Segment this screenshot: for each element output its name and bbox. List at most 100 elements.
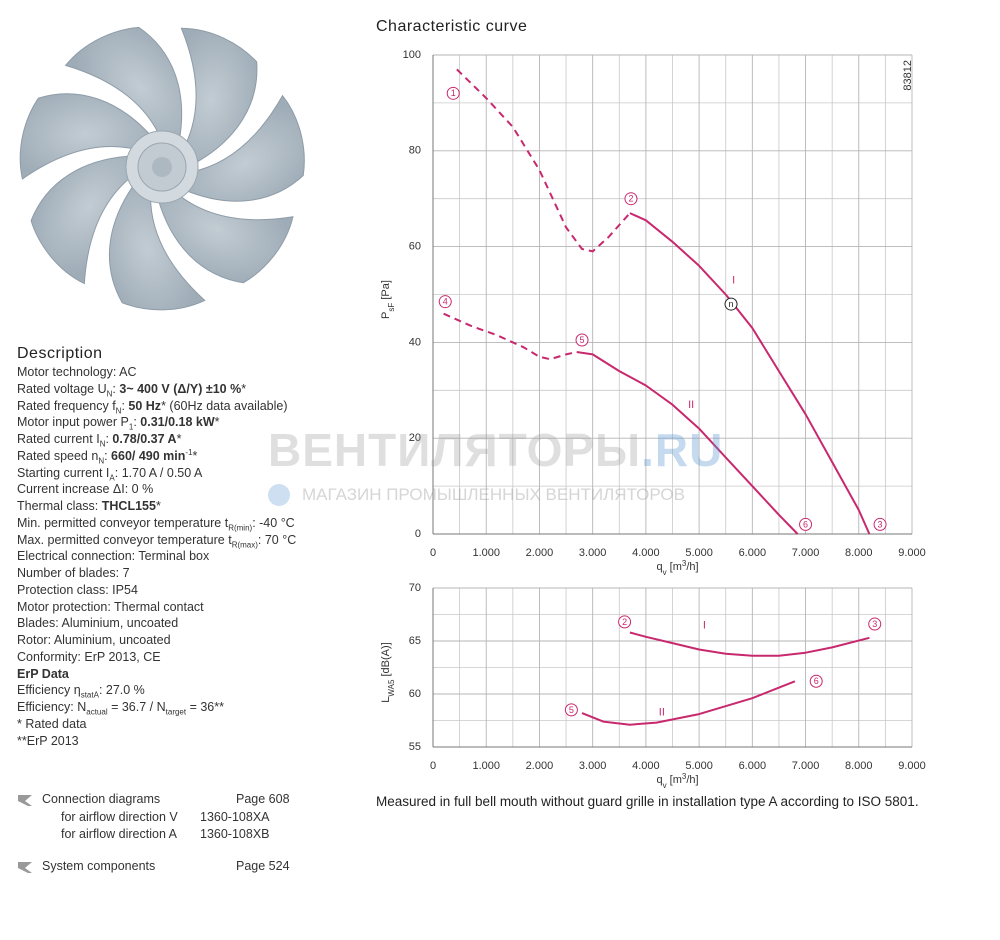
- description: Motor technology: AC Rated voltage UN: 3~…: [17, 364, 296, 749]
- text-part: statA: [80, 690, 99, 700]
- annotation: 5: [580, 335, 585, 345]
- y-tick-label: 65: [409, 635, 421, 647]
- text-part: 3: [682, 559, 687, 568]
- text-part: * (60Hz data available): [161, 398, 288, 413]
- text-part: 3~ 400 V (Δ/Y) ±10 %: [119, 381, 242, 396]
- text-part: Min. permitted conveyor temperature t: [17, 515, 229, 530]
- x-tick-label: 8.000: [845, 760, 873, 772]
- text-part: Efficiency: N: [17, 700, 87, 714]
- data-line: [581, 680, 796, 726]
- link-item-label: for airflow direction V: [61, 810, 178, 824]
- text-part: *: [176, 432, 182, 446]
- text-part: :: [104, 448, 112, 463]
- description-line: ErP Data: [17, 666, 296, 683]
- fan-blade: [19, 93, 154, 180]
- text-part: * Rated data: [17, 716, 87, 731]
- x-tick-label: 6.000: [739, 760, 767, 772]
- data-line: [443, 312, 577, 361]
- x-tick-label: 9.000: [898, 760, 926, 772]
- x-tick-label: 9.000: [898, 547, 926, 559]
- text-part: = 36**: [186, 700, 224, 714]
- annotation: 3: [878, 519, 883, 529]
- text-part: Motor protection: Thermal contact: [17, 599, 204, 614]
- text-part: L: [380, 697, 392, 703]
- text-part: Number of blades: 7: [17, 566, 130, 580]
- x-tick-label: 6.000: [739, 547, 767, 559]
- text-part: target: [165, 707, 187, 717]
- description-line: Rated frequency fN: 50 Hz* (60Hz data av…: [17, 398, 296, 415]
- description-line: Current increase ΔI: 0 %: [17, 481, 296, 498]
- text-part: sF: [387, 303, 396, 312]
- x-tick-label: 8.000: [845, 547, 873, 559]
- description-line: Rated voltage UN: 3~ 400 V (Δ/Y) ±10 %*: [17, 381, 296, 398]
- fan-image: [19, 26, 305, 311]
- annotation-circle: [446, 86, 460, 100]
- link-icon: [18, 862, 32, 873]
- y-axis-label: LWA5 [dB(A)]: [380, 642, 396, 702]
- fan-hub-center: [152, 157, 172, 177]
- x-tick-label: 0: [430, 760, 436, 772]
- y-tick-label: 100: [403, 49, 421, 61]
- text-part: P: [380, 312, 392, 319]
- text-part: 1: [128, 422, 134, 432]
- text-part: Motor input power P: [17, 415, 129, 430]
- x-tick-label: 0: [430, 547, 436, 559]
- annotation: I: [703, 620, 706, 632]
- text-part: :: [105, 432, 113, 446]
- text-part: :: [133, 415, 141, 430]
- x-tick-label: 1.000: [472, 547, 500, 559]
- description-line: Rated speed nN: 660/ 490 min-1*: [17, 448, 296, 465]
- description-line: Efficiency ηstatA: 27.0 %: [17, 682, 296, 699]
- description-line: Starting current IA: 1.70 A / 0.50 A: [17, 465, 296, 482]
- fan-blade: [64, 26, 183, 142]
- annotation: 5: [569, 705, 574, 715]
- annotation: 2: [628, 194, 633, 204]
- text-part: N: [99, 439, 106, 449]
- annotation-circle: [618, 615, 632, 629]
- y-tick-label: 20: [409, 432, 421, 444]
- text-part: **ErP 2013: [17, 733, 79, 748]
- x-axis-label: qv [m3/h]: [656, 772, 698, 790]
- annotation-circle: [799, 517, 813, 531]
- text-part: R(min): [228, 523, 253, 533]
- annotation: 2: [622, 617, 627, 627]
- text-part: actual: [86, 707, 108, 717]
- y-tick-label: 80: [409, 145, 421, 157]
- text-part: R(max): [231, 540, 258, 549]
- description-line: Blades: Aluminium, uncoated: [17, 615, 296, 632]
- text-part: [dB(A)]: [380, 642, 392, 679]
- text-part: N: [106, 389, 113, 399]
- text-part: Protection class: IP54: [17, 582, 138, 597]
- description-line: Efficiency: Nactual = 36.7 / Ntarget = 3…: [17, 699, 296, 716]
- x-tick-label: 4.000: [632, 547, 660, 559]
- description-line: Rated current IN: 0.78/0.37 A*: [17, 431, 296, 448]
- description-line: Motor protection: Thermal contact: [17, 599, 296, 616]
- text-part: THCL155: [101, 499, 156, 513]
- text-part: v: [663, 781, 667, 790]
- annotation-circle: [809, 674, 823, 688]
- text-part: *: [155, 499, 161, 513]
- chart-note: Measured in full bell mouth without guar…: [376, 794, 919, 809]
- x-tick-label: 5.000: [685, 547, 713, 559]
- description-line: Min. permitted conveyor temperature tR(m…: [17, 515, 296, 532]
- y-tick-label: 0: [415, 528, 421, 540]
- link-item-code: 1360-108XB: [200, 827, 270, 841]
- y-tick-label: 60: [409, 688, 421, 700]
- x-tick-label: 3.000: [579, 547, 607, 559]
- text-part: WA5: [387, 679, 396, 697]
- text-part: /h]: [686, 561, 698, 573]
- text-part: : -40 °C: [252, 515, 295, 530]
- text-part: q: [656, 561, 662, 573]
- text-part: [Pa]: [380, 280, 392, 303]
- annotation-circle: [724, 297, 738, 311]
- x-tick-label: 4.000: [632, 760, 660, 772]
- annotation: 1: [451, 88, 456, 98]
- link-item-label: for airflow direction A: [61, 827, 178, 841]
- drawing-number: 83812: [902, 60, 914, 91]
- text-part: : 1.70 A / 0.50 A: [114, 465, 203, 480]
- text-part: : 27.0 %: [98, 683, 145, 698]
- text-part: -1: [185, 447, 193, 457]
- text-part: Rated voltage U: [17, 381, 107, 396]
